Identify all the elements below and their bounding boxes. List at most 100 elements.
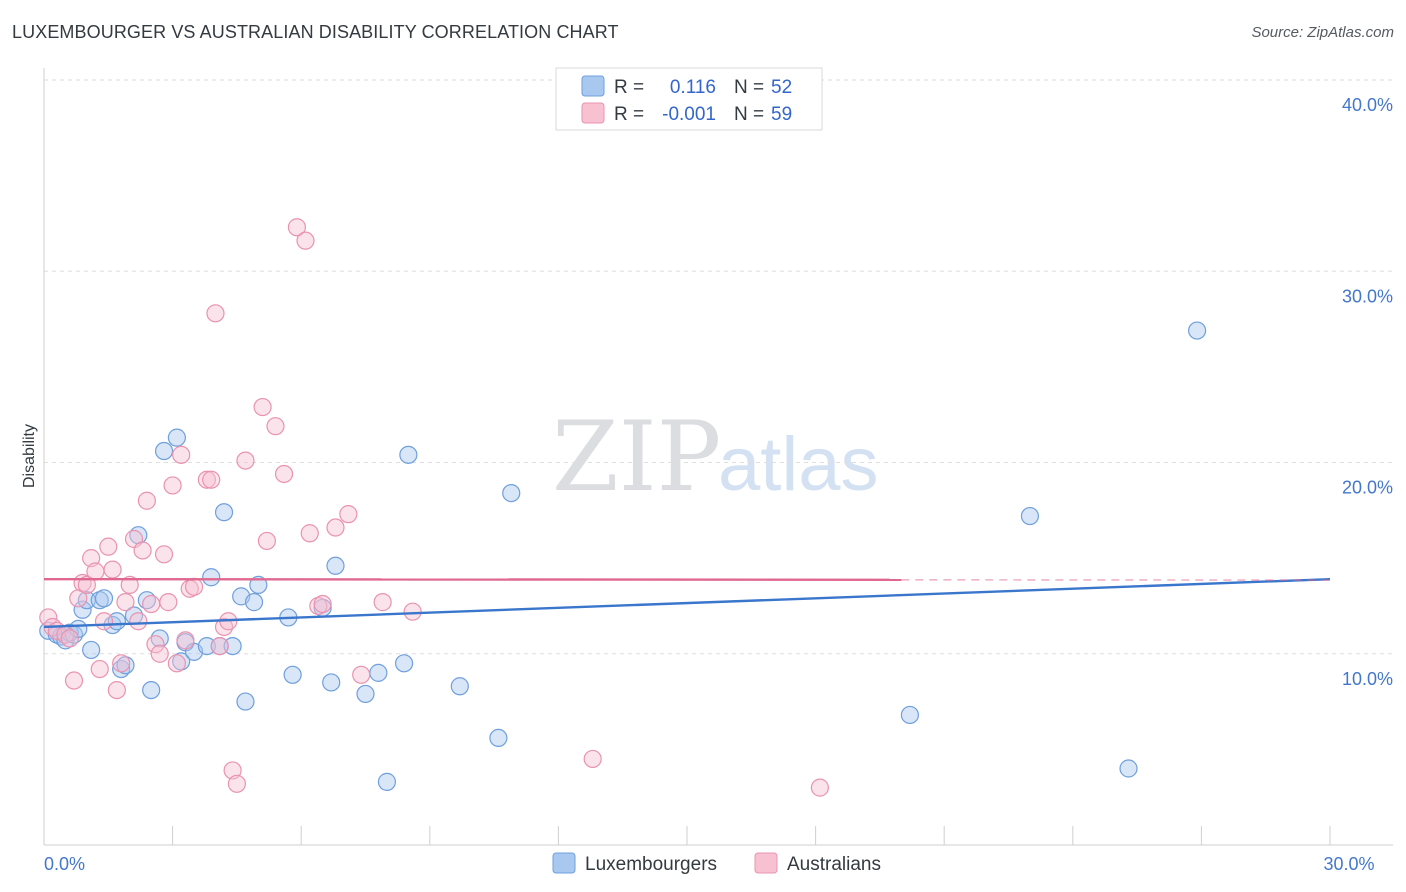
point-australians-21: [133, 541, 152, 560]
point-australians-45: [266, 417, 285, 436]
series-legend: Luxembourgers Australians: [552, 852, 881, 875]
point-luxembourgers-47: [502, 484, 521, 503]
legend-r-value-2: -0.001: [662, 104, 716, 125]
point-australians-26: [154, 545, 174, 564]
legend-r-label-2: R =: [614, 104, 644, 125]
point-australians-40: [223, 761, 242, 780]
point-australians-29: [167, 654, 186, 673]
point-australians-20: [129, 612, 148, 631]
point-luxembourgers-44: [399, 445, 418, 464]
point-australians-46: [274, 464, 294, 484]
point-luxembourgers-49: [1020, 506, 1040, 526]
x-tick-labels: 0.0% 30.0%: [44, 854, 1375, 874]
point-australians-36: [206, 304, 225, 323]
point-luxembourgers-45: [450, 677, 469, 696]
legend-swatch-australians: [581, 102, 605, 124]
legend-n-label-2: N =: [734, 104, 764, 125]
point-luxembourgers-11: [94, 589, 114, 608]
point-luxembourgers-51: [1188, 321, 1207, 340]
point-australians-47: [287, 218, 307, 237]
point-australians-51: [313, 594, 332, 614]
x-tick-label-1: 30.0%: [1323, 854, 1374, 874]
point-australians-52: [326, 518, 345, 537]
point-australians-17: [116, 593, 135, 612]
point-australians-12: [94, 612, 114, 631]
point-luxembourgers-46: [489, 728, 508, 748]
watermark: ZIP atlas: [552, 401, 879, 513]
point-luxembourgers-34: [249, 575, 268, 595]
point-luxembourgers-42: [377, 772, 397, 791]
axes: [43, 68, 1393, 846]
y-tick-label-1: 20.0%: [1342, 478, 1393, 498]
y-tick-label-0: 10.0%: [1342, 669, 1393, 689]
point-australians-53: [339, 505, 358, 524]
source-credit: Source: ZipAtlas.com: [1251, 24, 1394, 41]
point-luxembourgers-29: [214, 503, 234, 522]
point-australians-27: [159, 593, 178, 612]
point-luxembourgers-36: [283, 665, 302, 684]
point-luxembourgers-50: [1119, 759, 1138, 778]
y-axis-label: Disability: [21, 424, 38, 488]
x-tick-label-0: 0.0%: [44, 854, 85, 874]
point-australians-44: [257, 531, 277, 551]
point-australians-16: [112, 654, 131, 673]
point-luxembourgers-7: [73, 600, 92, 619]
watermark-zip: ZIP: [552, 401, 721, 513]
point-luxembourgers-38: [322, 673, 341, 692]
point-australians-54: [352, 665, 371, 684]
point-australians-18: [120, 575, 139, 595]
point-australians-23: [142, 594, 161, 614]
point-australians-8: [77, 575, 96, 595]
point-luxembourgers-43: [394, 654, 414, 673]
series-legend-swatch-australians: [754, 852, 778, 874]
point-australians-14: [103, 560, 122, 579]
trend-lines: [43, 577, 1331, 629]
series-legend-label-australians: Australians: [787, 854, 881, 875]
trend-line-australians: [43, 577, 902, 581]
point-luxembourgers-30: [223, 636, 242, 656]
point-luxembourgers-22: [167, 428, 186, 447]
stats-legend: R = 0.116 N = 52 R = -0.001 N = 59: [555, 67, 823, 131]
point-australians-49: [300, 524, 319, 543]
legend-swatch-luxembourgers: [581, 75, 605, 97]
point-australians-30: [172, 445, 191, 464]
point-luxembourgers-33: [244, 593, 264, 612]
point-australians-42: [236, 451, 255, 470]
point-australians-9: [82, 549, 101, 568]
point-luxembourgers-26: [197, 636, 216, 656]
point-luxembourgers-48: [900, 705, 920, 725]
point-australians-43: [253, 397, 272, 417]
point-australians-34: [197, 470, 216, 489]
point-australians-22: [137, 491, 156, 510]
legend-r-label-1: R =: [614, 77, 644, 98]
point-australians-56: [403, 602, 422, 621]
series-legend-swatch-luxembourgers: [552, 852, 576, 874]
point-australians-55: [373, 593, 392, 612]
point-luxembourgers-27: [202, 568, 221, 587]
point-australians-58: [810, 778, 829, 797]
point-australians-57: [583, 749, 602, 769]
y-tick-label-2: 30.0%: [1342, 286, 1393, 306]
point-australians-48: [296, 231, 315, 250]
watermark-atlas: atlas: [718, 422, 879, 507]
y-tick-label-3: 40.0%: [1342, 95, 1393, 115]
point-luxembourgers-32: [236, 692, 255, 711]
point-australians-4: [60, 629, 79, 648]
series-legend-label-luxembourgers: Luxembourgers: [585, 854, 717, 875]
point-australians-33: [184, 577, 204, 596]
point-luxembourgers-41: [369, 663, 388, 682]
grid-lines: [44, 79, 1393, 655]
point-australians-37: [210, 636, 229, 656]
y-tick-labels: 10.0% 20.0% 30.0% 40.0%: [1342, 95, 1393, 689]
trend-line-luxembourgers: [43, 577, 1331, 629]
point-luxembourgers-9: [82, 640, 101, 660]
point-australians-35: [202, 470, 221, 489]
point-luxembourgers-40: [356, 684, 375, 704]
point-luxembourgers-19: [142, 680, 161, 700]
point-luxembourgers-39: [326, 556, 345, 575]
point-australians-13: [99, 537, 118, 556]
legend-r-value-1: 0.116: [670, 77, 716, 98]
point-australians-25: [150, 644, 169, 663]
point-australians-28: [163, 476, 182, 495]
